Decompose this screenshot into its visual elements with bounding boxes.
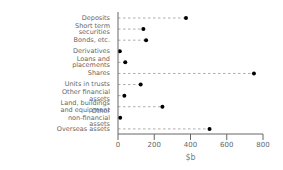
svg-text:600: 600 <box>220 141 233 149</box>
svg-text:Bonds, etc.: Bonds, etc. <box>74 36 110 44</box>
svg-text:Deposits: Deposits <box>82 14 111 22</box>
svg-text:800: 800 <box>256 141 269 149</box>
svg-text:0: 0 <box>116 141 120 149</box>
svg-text:Overseas assets: Overseas assets <box>57 125 111 133</box>
svg-text:Short termsecurities: Short termsecurities <box>75 22 111 36</box>
svg-text:200: 200 <box>148 141 161 149</box>
svg-text:Loans andplacements: Loans andplacements <box>72 55 110 70</box>
svg-text:400: 400 <box>184 141 197 149</box>
svg-text:Derivatives: Derivatives <box>73 47 111 55</box>
svg-text:Units in trusts: Units in trusts <box>65 80 111 88</box>
svg-text:Shares: Shares <box>88 69 111 77</box>
svg-text:$b: $b <box>185 153 195 162</box>
